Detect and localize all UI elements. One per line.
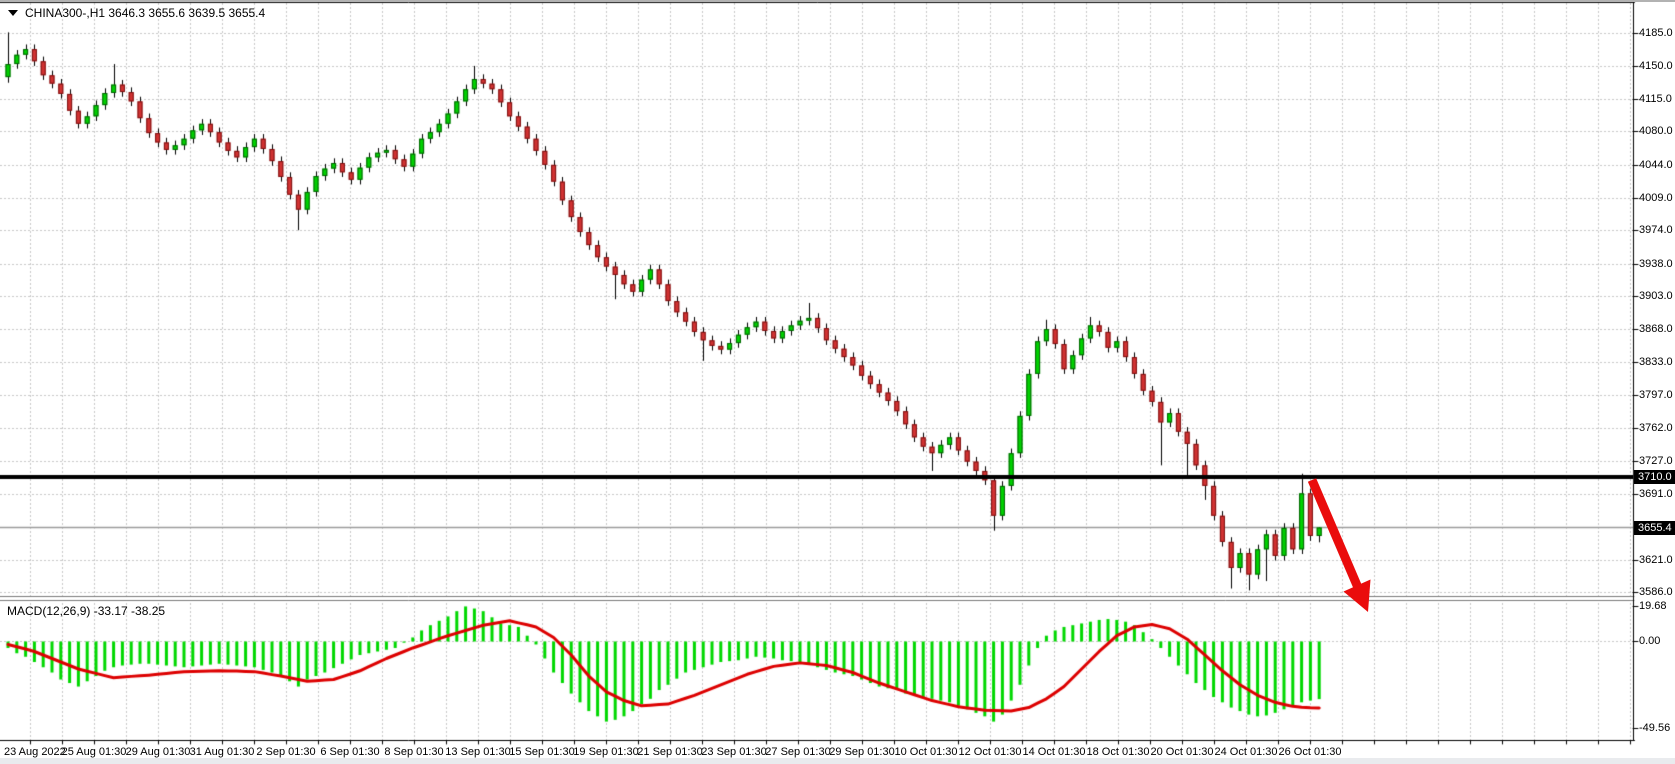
- time-axis-label: 23 Sep 01:30: [701, 746, 767, 758]
- window-top-edge: [0, 0, 1675, 2]
- time-axis-label: 25 Aug 01:30: [61, 746, 127, 758]
- quote-header: CHINA300-,H1 3646.3 3655.6 3639.5 3655.4: [8, 6, 265, 20]
- price-axis-label: 3974.0: [1639, 224, 1673, 237]
- price-axis-label: 3586.0: [1639, 586, 1673, 599]
- time-axis-label: 15 Sep 01:30: [509, 746, 575, 758]
- macd-axis-label: 19.68: [1639, 600, 1667, 613]
- trend-down-arrow[interactable]: [1300, 468, 1382, 633]
- price-axis-label: 3938.0: [1639, 257, 1673, 270]
- macd-axis-label: -49.56: [1639, 721, 1671, 734]
- time-axis-label: 18 Oct 01:30: [1086, 746, 1150, 758]
- time-axis-label: 29 Aug 01:30: [125, 746, 191, 758]
- time-axis-label: 6 Sep 01:30: [320, 746, 380, 758]
- macd-axis-label: 0.00: [1639, 634, 1661, 647]
- window-bottom-edge: [0, 758, 1675, 764]
- time-axis-label: 12 Oct 01:30: [958, 746, 1022, 758]
- price-axis-label: 3621.0: [1639, 553, 1673, 566]
- time-axis-label: 31 Aug 01:30: [189, 746, 255, 758]
- price-axis-label: 4115.0: [1639, 92, 1672, 105]
- time-axis-label: 10 Oct 01:30: [894, 746, 958, 758]
- arrow-head-icon: [1343, 579, 1371, 612]
- symbol-dropdown-icon[interactable]: [8, 10, 18, 16]
- price-axis-label: 4150.0: [1639, 59, 1673, 72]
- time-axis-label: 20 Oct 01:30: [1150, 746, 1214, 758]
- time-axis-label: 26 Oct 01:30: [1278, 746, 1342, 758]
- time-axis-label: 27 Sep 01:30: [765, 746, 831, 758]
- price-axis-label: 3727.0: [1639, 454, 1673, 467]
- price-axis-label: 3762.0: [1639, 422, 1673, 435]
- price-axis-label: 3691.0: [1639, 488, 1673, 501]
- time-axis-label: 29 Sep 01:30: [829, 746, 895, 758]
- price-axis-label: 3797.0: [1639, 389, 1673, 402]
- time-axis-label: 21 Sep 01:30: [637, 746, 703, 758]
- price-axis-label: 3833.0: [1639, 355, 1673, 368]
- arrow-shaft: [1307, 478, 1364, 592]
- time-axis-label: 14 Oct 01:30: [1022, 746, 1086, 758]
- time-axis-label: 24 Oct 01:30: [1214, 746, 1278, 758]
- macd-panel[interactable]: [0, 601, 1634, 740]
- price-badge: 3655.4: [1634, 520, 1675, 535]
- time-axis-label: 23 Aug 2022: [4, 746, 66, 758]
- price-axis-label: 4044.0: [1639, 158, 1673, 171]
- price-axis-label: 4080.0: [1639, 125, 1673, 138]
- main-chart-area[interactable]: [0, 2, 1634, 596]
- price-axis[interactable]: [1634, 2, 1675, 740]
- macd-indicator-label: MACD(12,26,9) -33.17 -38.25: [7, 604, 166, 618]
- price-axis-label: 4185.0: [1639, 27, 1673, 40]
- quote-text: CHINA300-,H1 3646.3 3655.6 3639.5 3655.4: [25, 6, 266, 20]
- time-axis-label: 19 Sep 01:30: [573, 746, 639, 758]
- time-axis-label: 2 Sep 01:30: [256, 746, 316, 758]
- price-axis-label: 3903.0: [1639, 290, 1673, 303]
- price-badge: 3710.0: [1634, 469, 1675, 484]
- time-axis-label: 8 Sep 01:30: [384, 746, 444, 758]
- price-axis-label: 4009.0: [1639, 191, 1673, 204]
- price-axis-label: 3868.0: [1639, 323, 1673, 336]
- time-axis-label: 13 Sep 01:30: [445, 746, 511, 758]
